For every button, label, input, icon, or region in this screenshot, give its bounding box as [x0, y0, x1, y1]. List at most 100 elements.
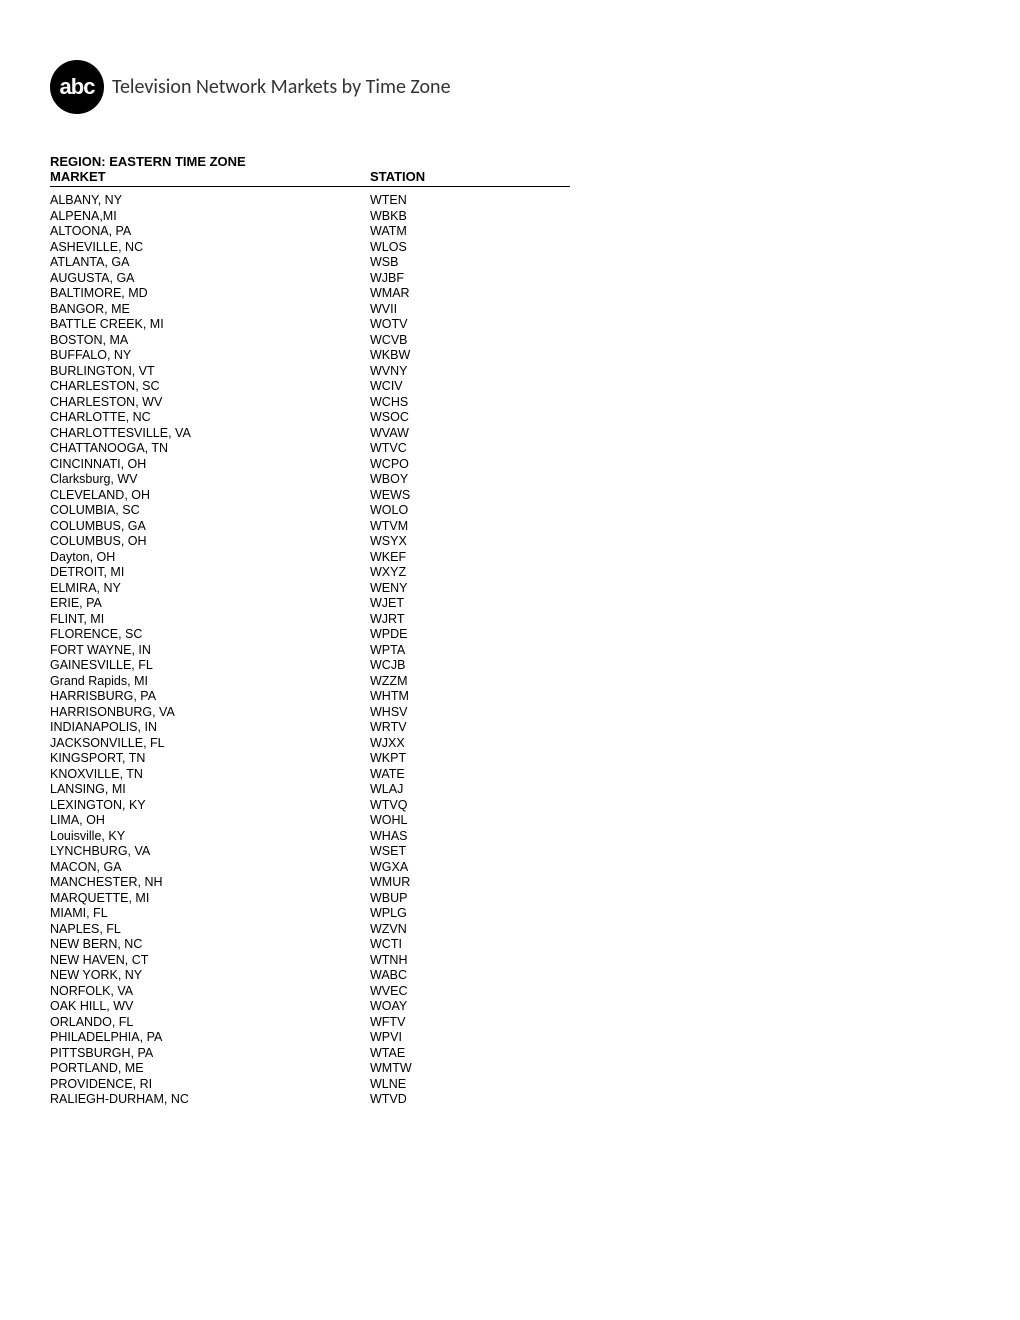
market-cell: PITTSBURGH, PA: [50, 1046, 370, 1062]
market-cell: CHATTANOOGA, TN: [50, 441, 370, 457]
table-rows-container: ALBANY, NYWTENALPENA,MIWBKBALTOONA, PAWA…: [50, 193, 970, 1108]
market-cell: ALTOONA, PA: [50, 224, 370, 240]
market-cell: ELMIRA, NY: [50, 581, 370, 597]
table-row: OAK HILL, WVWOAY: [50, 999, 970, 1015]
market-cell: COLUMBUS, GA: [50, 519, 370, 535]
station-cell: WENY: [370, 581, 570, 597]
market-cell: PORTLAND, ME: [50, 1061, 370, 1077]
table-row: COLUMBIA, SCWOLO: [50, 503, 970, 519]
table-row: MACON, GAWGXA: [50, 860, 970, 876]
station-cell: WJBF: [370, 271, 570, 287]
station-cell: WMUR: [370, 875, 570, 891]
market-cell: DETROIT, MI: [50, 565, 370, 581]
header-row: abc Television Network Markets by Time Z…: [50, 60, 970, 114]
station-cell: WGXA: [370, 860, 570, 876]
market-cell: ALPENA,MI: [50, 209, 370, 225]
table-row: LANSING, MIWLAJ: [50, 782, 970, 798]
market-cell: BANGOR, ME: [50, 302, 370, 318]
station-cell: WJET: [370, 596, 570, 612]
market-cell: ORLANDO, FL: [50, 1015, 370, 1031]
market-cell: NORFOLK, VA: [50, 984, 370, 1000]
table-row: HARRISBURG, PAWHTM: [50, 689, 970, 705]
table-row: FLORENCE, SCWPDE: [50, 627, 970, 643]
market-cell: RALIEGH-DURHAM, NC: [50, 1092, 370, 1108]
station-cell: WTVM: [370, 519, 570, 535]
market-cell: BOSTON, MA: [50, 333, 370, 349]
table-row: PROVIDENCE, RIWLNE: [50, 1077, 970, 1093]
table-row: NEW HAVEN, CTWTNH: [50, 953, 970, 969]
market-cell: PHILADELPHIA, PA: [50, 1030, 370, 1046]
column-header-market: MARKET: [50, 169, 370, 184]
market-cell: LEXINGTON, KY: [50, 798, 370, 814]
table-row: LIMA, OHWOHL: [50, 813, 970, 829]
station-cell: WHTM: [370, 689, 570, 705]
table-row: LEXINGTON, KYWTVQ: [50, 798, 970, 814]
table-row: Grand Rapids, MIWZZM: [50, 674, 970, 690]
market-cell: HARRISBURG, PA: [50, 689, 370, 705]
abc-logo: abc: [50, 60, 104, 114]
table-row: CHATTANOOGA, TNWTVC: [50, 441, 970, 457]
market-cell: Dayton, OH: [50, 550, 370, 566]
market-cell: COLUMBUS, OH: [50, 534, 370, 550]
table-row: PORTLAND, MEWMTW: [50, 1061, 970, 1077]
market-cell: ASHEVILLE, NC: [50, 240, 370, 256]
station-cell: WTAE: [370, 1046, 570, 1062]
market-cell: NEW HAVEN, CT: [50, 953, 370, 969]
table-row: FLINT, MIWJRT: [50, 612, 970, 628]
market-cell: FLORENCE, SC: [50, 627, 370, 643]
market-cell: AUGUSTA, GA: [50, 271, 370, 287]
station-cell: WCPO: [370, 457, 570, 473]
logo-text: abc: [60, 74, 95, 100]
station-cell: WVNY: [370, 364, 570, 380]
table-row: RALIEGH-DURHAM, NCWTVD: [50, 1092, 970, 1108]
table-row: Dayton, OHWKEF: [50, 550, 970, 566]
market-cell: KNOXVILLE, TN: [50, 767, 370, 783]
table-row: ASHEVILLE, NCWLOS: [50, 240, 970, 256]
table-row: JACKSONVILLE, FLWJXX: [50, 736, 970, 752]
table-row: CHARLESTON, WVWCHS: [50, 395, 970, 411]
market-cell: BUFFALO, NY: [50, 348, 370, 364]
station-cell: WTEN: [370, 193, 570, 209]
table-row: NORFOLK, VAWVEC: [50, 984, 970, 1000]
market-cell: Clarksburg, WV: [50, 472, 370, 488]
station-cell: WLNE: [370, 1077, 570, 1093]
table-row: KNOXVILLE, TNWATE: [50, 767, 970, 783]
table-row: NAPLES, FLWZVN: [50, 922, 970, 938]
station-cell: WSOC: [370, 410, 570, 426]
station-cell: WABC: [370, 968, 570, 984]
table-row: CHARLOTTE, NCWSOC: [50, 410, 970, 426]
table-row: BATTLE CREEK, MIWOTV: [50, 317, 970, 333]
table-row: DETROIT, MIWXYZ: [50, 565, 970, 581]
table-row: GAINESVILLE, FLWCJB: [50, 658, 970, 674]
market-cell: MIAMI, FL: [50, 906, 370, 922]
station-cell: WCIV: [370, 379, 570, 395]
station-cell: WHAS: [370, 829, 570, 845]
table-row: BUFFALO, NYWKBW: [50, 348, 970, 364]
market-cell: OAK HILL, WV: [50, 999, 370, 1015]
station-cell: WHSV: [370, 705, 570, 721]
station-cell: WTNH: [370, 953, 570, 969]
station-cell: WCTI: [370, 937, 570, 953]
market-cell: LYNCHBURG, VA: [50, 844, 370, 860]
table-row: ALTOONA, PAWATM: [50, 224, 970, 240]
market-cell: KINGSPORT, TN: [50, 751, 370, 767]
market-cell: ERIE, PA: [50, 596, 370, 612]
station-cell: WBKB: [370, 209, 570, 225]
market-cell: CLEVELAND, OH: [50, 488, 370, 504]
table-row: Louisville, KYWHAS: [50, 829, 970, 845]
station-cell: WATE: [370, 767, 570, 783]
market-cell: Grand Rapids, MI: [50, 674, 370, 690]
table-row: ALPENA,MIWBKB: [50, 209, 970, 225]
table-row: MANCHESTER, NHWMUR: [50, 875, 970, 891]
market-cell: FORT WAYNE, IN: [50, 643, 370, 659]
station-cell: WTVC: [370, 441, 570, 457]
market-cell: JACKSONVILLE, FL: [50, 736, 370, 752]
market-cell: BURLINGTON, VT: [50, 364, 370, 380]
table-row: BOSTON, MAWCVB: [50, 333, 970, 349]
market-cell: BALTIMORE, MD: [50, 286, 370, 302]
market-cell: NAPLES, FL: [50, 922, 370, 938]
table-row: ERIE, PAWJET: [50, 596, 970, 612]
table-row: Clarksburg, WVWBOY: [50, 472, 970, 488]
station-cell: WEWS: [370, 488, 570, 504]
column-headers: MARKET STATION: [50, 169, 570, 187]
